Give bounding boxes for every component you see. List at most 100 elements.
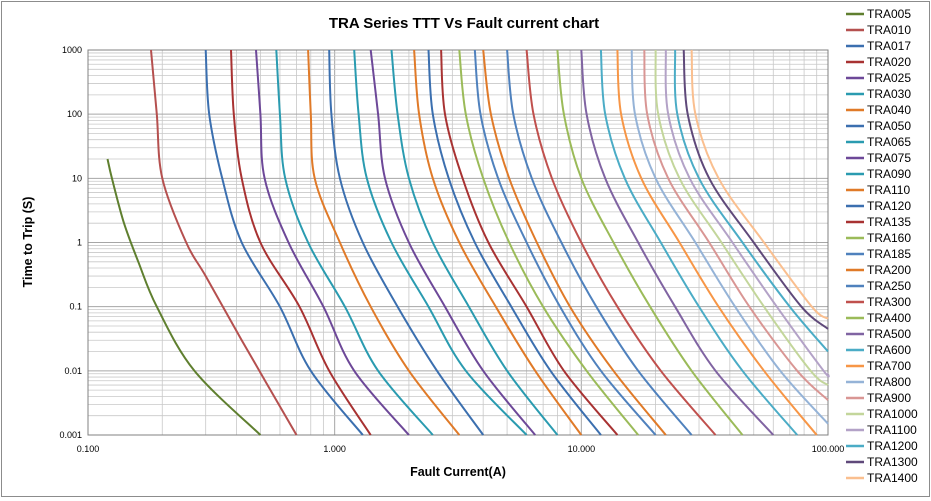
series-line-tra010 — [150, 49, 298, 436]
y-tick-label: 0.01 — [64, 366, 82, 376]
series-line-tra135 — [440, 49, 619, 436]
legend-label: TRA1400 — [867, 471, 918, 485]
legend-item: TRA300 — [846, 295, 911, 309]
legend-label: TRA065 — [867, 135, 911, 149]
legend-item: TRA600 — [846, 343, 911, 357]
series-line-tra200 — [482, 49, 667, 436]
legend-label: TRA025 — [867, 71, 911, 85]
legend-label: TRA135 — [867, 215, 911, 229]
y-tick-label: 1000 — [62, 45, 82, 55]
series-line-tra900 — [643, 49, 829, 401]
legend-label: TRA200 — [867, 263, 911, 277]
series-line-tra065 — [353, 49, 528, 436]
legend-item: TRA017 — [846, 39, 911, 53]
x-tick-label: 10.000 — [568, 444, 596, 454]
plot-area — [87, 49, 829, 436]
series-layer — [106, 49, 830, 436]
legend-label: TRA040 — [867, 103, 911, 117]
series-line-tra090 — [390, 49, 559, 436]
chart-title: TRA Series TTT Vs Fault current chart — [329, 15, 599, 32]
legend-item: TRA1400 — [846, 471, 918, 485]
series-line-tra030 — [275, 49, 434, 436]
legend-item: TRA030 — [846, 87, 911, 101]
y-tick-label: 0.1 — [69, 302, 82, 312]
legend-item: TRA025 — [846, 71, 911, 85]
legend-item: TRA090 — [846, 167, 911, 181]
series-line-tra110 — [413, 49, 583, 436]
legend-item: TRA040 — [846, 103, 911, 117]
series-line-tra500 — [580, 49, 775, 436]
series-line-tra300 — [525, 49, 717, 436]
legend-label: TRA250 — [867, 279, 911, 293]
legend-item: TRA005 — [846, 7, 911, 21]
series-line-tra1200 — [673, 49, 829, 353]
series-line-tra400 — [556, 49, 744, 436]
legend-label: TRA1000 — [867, 407, 918, 421]
legend-label: TRA160 — [867, 231, 911, 245]
legend-label: TRA1300 — [867, 455, 918, 469]
legend-item: TRA400 — [846, 311, 911, 325]
legend-label: TRA600 — [867, 343, 911, 357]
x-tick-label: 100.000 — [812, 444, 845, 454]
legend-item: TRA160 — [846, 231, 911, 245]
series-line-tra050 — [328, 49, 485, 436]
legend-label: TRA185 — [867, 247, 911, 261]
y-tick-label: 1 — [77, 238, 82, 248]
series-line-tra160 — [458, 49, 639, 436]
legend-label: TRA700 — [867, 359, 911, 373]
legend-item: TRA1100 — [846, 423, 917, 437]
series-line-tra185 — [473, 49, 657, 436]
legend-label: TRA010 — [867, 23, 911, 37]
x-axis-title: Fault Current(A) — [410, 465, 506, 479]
legend-item: TRA010 — [846, 23, 911, 37]
legend-label: TRA030 — [867, 87, 911, 101]
series-line-tra700 — [616, 49, 818, 436]
legend-label: TRA800 — [867, 375, 911, 389]
legend-label: TRA900 — [867, 391, 911, 405]
legend-item: TRA250 — [846, 279, 911, 293]
legend-label: TRA005 — [867, 7, 911, 21]
y-tick-label: 100 — [67, 109, 82, 119]
series-line-tra005 — [106, 158, 262, 436]
series-line-tra250 — [506, 49, 693, 436]
y-ticks: 0.001 0.01 0.1 1 10 100 1000 — [59, 45, 82, 440]
legend-item: TRA075 — [846, 151, 911, 165]
series-line-tra800 — [630, 49, 829, 425]
legend-label: TRA050 — [867, 119, 911, 133]
legend-label: TRA090 — [867, 167, 911, 181]
legend-label: TRA110 — [867, 183, 910, 197]
series-line-tra120 — [427, 49, 602, 436]
legend-item: TRA1000 — [846, 407, 918, 421]
legend-item: TRA1300 — [846, 455, 918, 469]
series-line-tra1400 — [690, 49, 829, 320]
legend-item: TRA1200 — [846, 439, 918, 453]
legend-item: TRA200 — [846, 263, 911, 277]
legend-item: TRA110 — [846, 183, 910, 197]
legend-item: TRA900 — [846, 391, 911, 405]
series-line-tra040 — [307, 49, 461, 436]
legend-item: TRA185 — [846, 247, 911, 261]
y-tick-label: 0.001 — [59, 430, 82, 440]
legend-item: TRA500 — [846, 327, 911, 341]
series-line-tra1100 — [664, 49, 830, 378]
x-tick-label: 1.000 — [323, 444, 346, 454]
legend-item: TRA120 — [846, 199, 911, 213]
legend-item: TRA700 — [846, 359, 911, 373]
legend-label: TRA400 — [867, 311, 911, 325]
legend-item: TRA020 — [846, 55, 911, 69]
legend-label: TRA075 — [867, 151, 911, 165]
legend-label: TRA120 — [867, 199, 911, 213]
legend-item: TRA135 — [846, 215, 911, 229]
series-line-tra017 — [204, 49, 364, 436]
series-line-tra075 — [369, 49, 536, 436]
series-line-tra020 — [230, 49, 372, 436]
legend-label: TRA300 — [867, 295, 911, 309]
x-ticks: 0.100 1.000 10.000 100.000 — [77, 444, 845, 454]
legend-item: TRA050 — [846, 119, 911, 133]
legend-label: TRA1200 — [867, 439, 918, 453]
legend-item: TRA065 — [846, 135, 911, 149]
series-line-tra1000 — [654, 49, 829, 386]
series-line-tra025 — [255, 49, 410, 436]
series-line-tra600 — [599, 49, 798, 436]
